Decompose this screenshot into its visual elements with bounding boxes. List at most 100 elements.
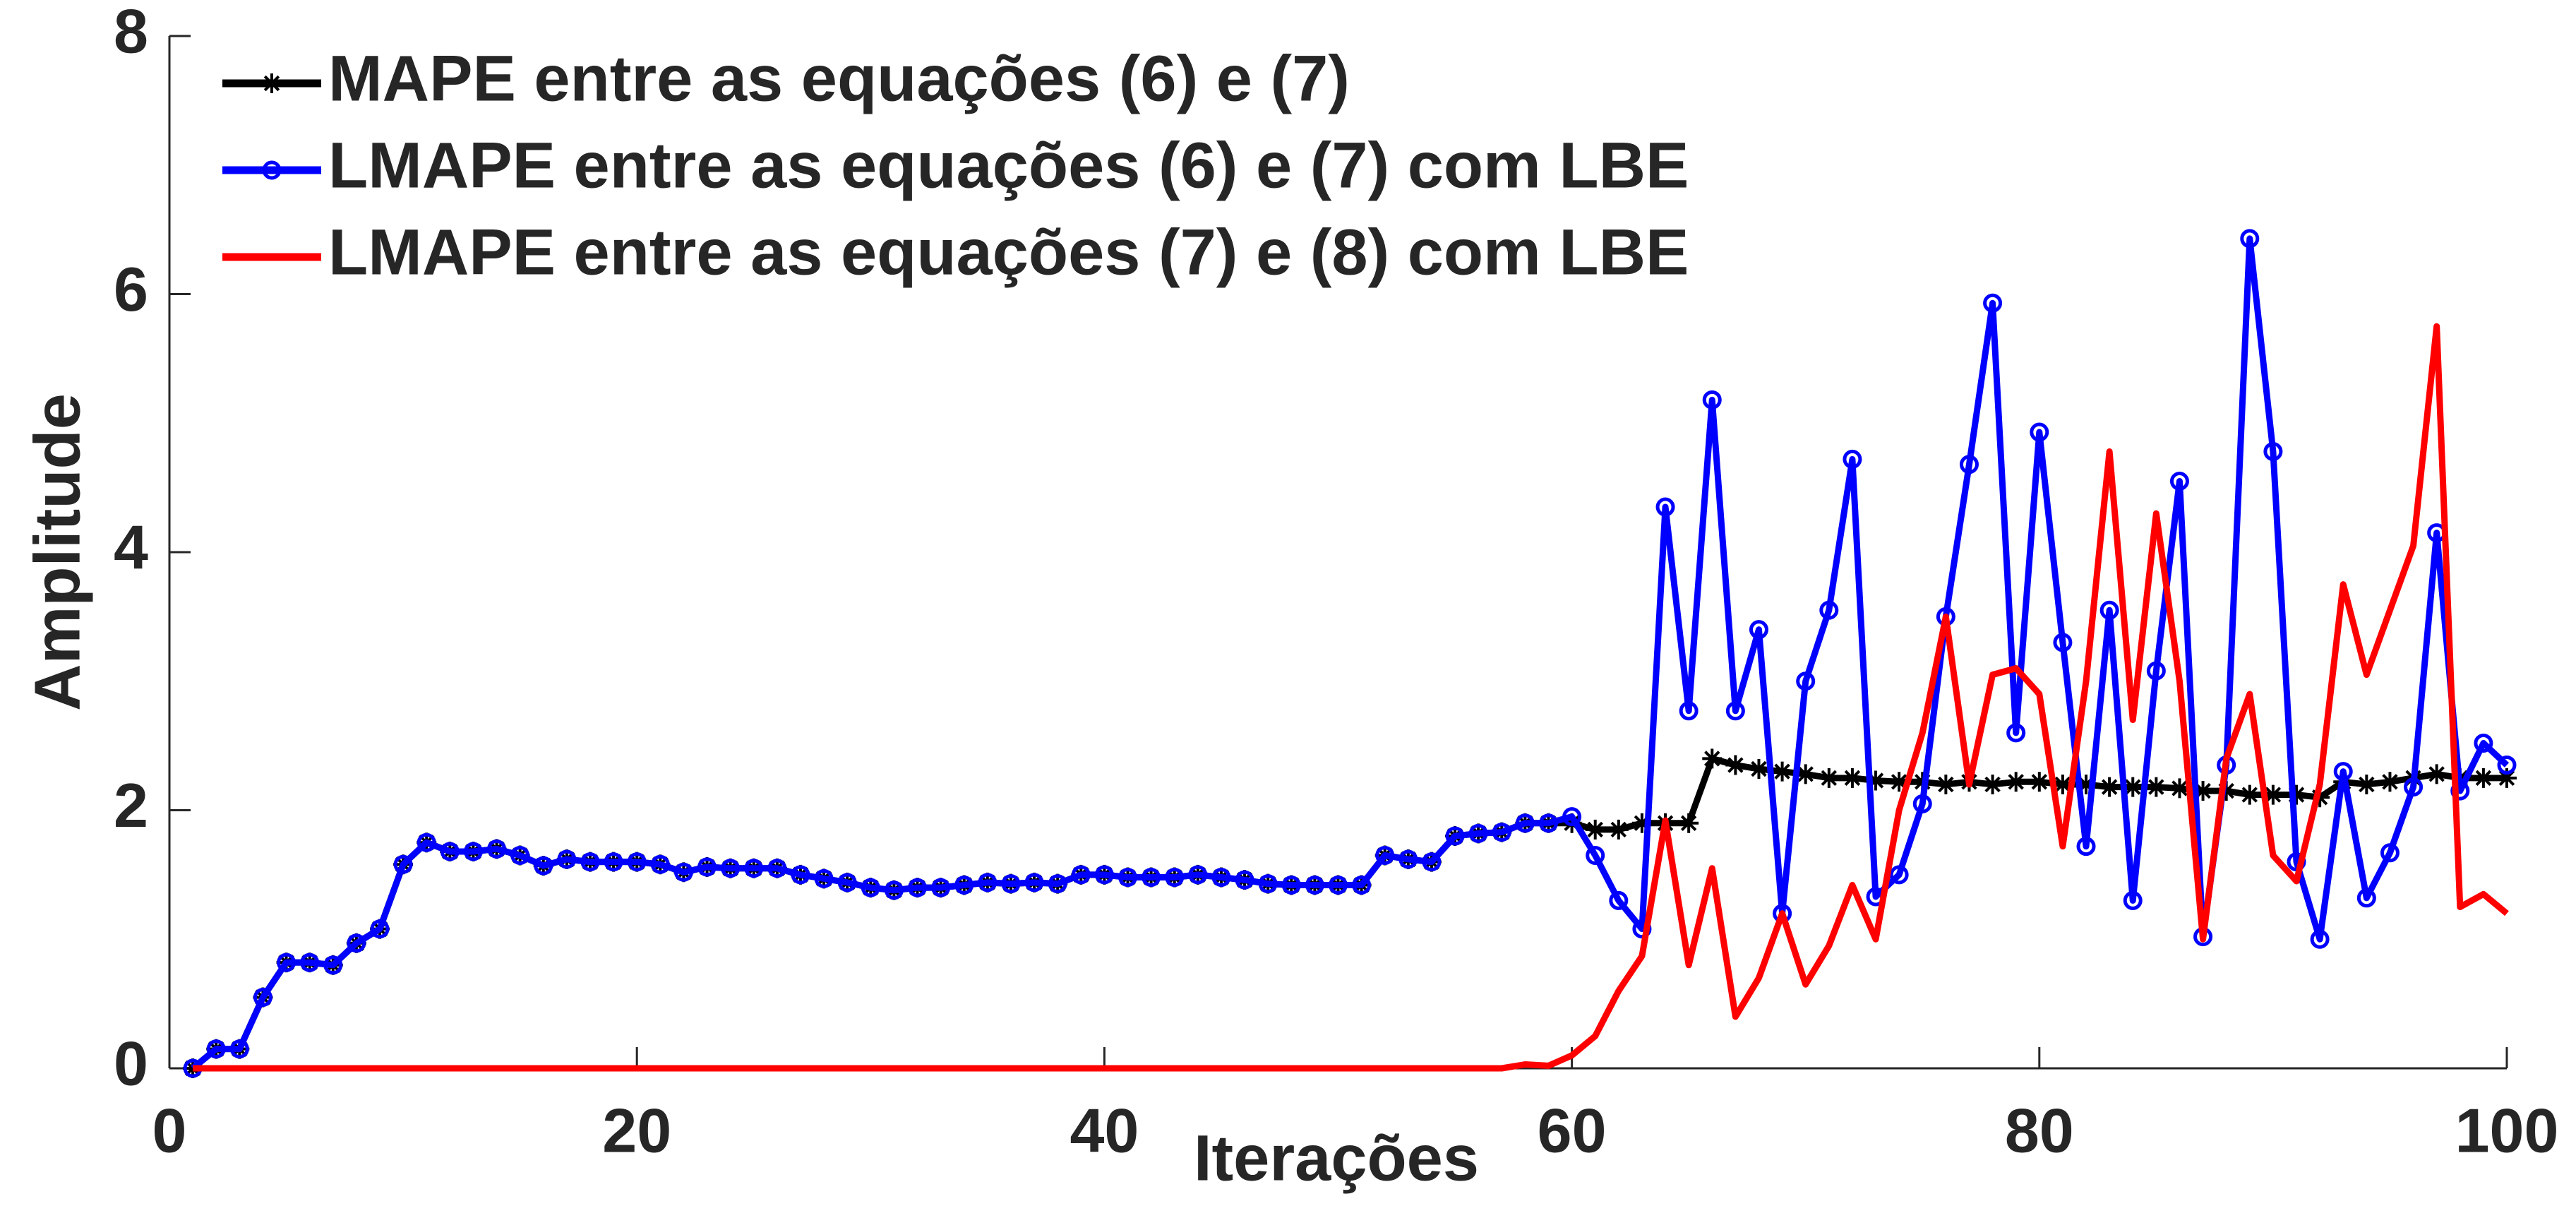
marker — [1585, 819, 1605, 840]
x-tick-label: 40 — [1070, 1095, 1139, 1165]
marker — [1235, 870, 1254, 890]
x-tick-label: 100 — [2455, 1095, 2559, 1165]
marker — [2263, 441, 2283, 461]
marker — [2006, 772, 2026, 792]
marker — [580, 852, 600, 872]
marker — [2310, 929, 2330, 949]
marker — [721, 859, 741, 878]
marker — [229, 1039, 249, 1059]
y-tick-label: 0 — [114, 1028, 148, 1098]
marker — [1725, 755, 1746, 775]
marker — [253, 987, 272, 1007]
marker — [370, 919, 390, 939]
marker — [1936, 774, 1956, 794]
marker — [1609, 890, 1629, 910]
marker — [814, 868, 834, 888]
marker — [1586, 845, 1605, 865]
x-tick-label: 80 — [2005, 1095, 2074, 1165]
marker — [1631, 813, 1652, 833]
marker — [323, 955, 343, 975]
marker — [1772, 761, 1792, 782]
marker — [1258, 874, 1278, 894]
marker — [1749, 620, 1768, 640]
marker — [1983, 293, 2003, 313]
marker — [2169, 778, 2190, 799]
marker — [206, 1039, 226, 1059]
marker — [1749, 759, 1769, 780]
marker — [534, 856, 553, 876]
marker — [1819, 768, 1839, 788]
series-line — [191, 755, 2507, 1071]
marker — [2474, 733, 2493, 753]
marker — [2099, 777, 2120, 797]
marker — [1608, 819, 1629, 840]
marker — [1679, 701, 1699, 721]
marker — [393, 854, 413, 874]
marker — [1329, 875, 1348, 895]
marker — [2263, 784, 2283, 805]
marker — [1165, 868, 1185, 888]
marker — [2497, 756, 2517, 775]
marker — [2497, 768, 2517, 788]
marker — [1211, 868, 1231, 888]
x-tick-label: 20 — [602, 1095, 671, 1165]
marker — [1795, 764, 1816, 784]
marker — [1375, 845, 1395, 865]
marker — [2123, 777, 2143, 797]
marker — [1188, 865, 1208, 885]
legend-label: MAPE entre as equações (6) e (7) — [328, 42, 1350, 114]
marker — [1959, 455, 1979, 474]
marker — [1468, 823, 1488, 843]
marker — [2076, 837, 2096, 856]
marker — [1492, 823, 1511, 842]
marker — [1702, 390, 1722, 410]
marker — [931, 878, 951, 897]
marker — [1866, 770, 1886, 791]
x-tick-label: 60 — [1538, 1095, 1607, 1165]
marker — [2169, 471, 2189, 491]
marker — [1094, 865, 1114, 885]
marker — [1281, 875, 1301, 895]
marker — [1912, 794, 1932, 813]
marker — [2146, 777, 2167, 797]
marker — [2216, 781, 2236, 801]
marker — [1889, 865, 1909, 885]
marker — [2053, 633, 2073, 652]
marker — [954, 875, 974, 895]
marker — [2076, 774, 2097, 794]
legend-label: LMAPE entre as equações (6) e (7) com LB… — [328, 129, 1689, 201]
marker — [2473, 768, 2493, 788]
marker — [417, 832, 436, 852]
marker — [1679, 813, 1699, 833]
marker — [650, 854, 670, 874]
marker — [1001, 874, 1021, 894]
marker — [837, 873, 857, 892]
marker — [2052, 774, 2073, 794]
marker — [300, 953, 320, 972]
marker — [2356, 774, 2377, 794]
marker — [262, 160, 282, 180]
marker — [463, 842, 483, 861]
series-line — [191, 235, 2510, 1071]
marker — [2029, 772, 2049, 792]
marker — [277, 953, 296, 972]
marker — [1071, 865, 1091, 885]
marker — [1819, 600, 1839, 620]
marker — [2239, 784, 2260, 805]
y-axis-label: Amplitude — [21, 393, 93, 711]
y-tick-label: 2 — [114, 770, 148, 840]
marker — [2404, 777, 2424, 797]
marker — [2146, 661, 2166, 681]
marker — [1842, 768, 1862, 788]
marker — [2099, 600, 2119, 620]
marker — [744, 859, 764, 878]
marker — [1655, 497, 1675, 517]
marker — [2380, 772, 2400, 792]
marker — [1843, 449, 1862, 469]
legend: MAPE entre as equações (6) e (7) LMAPE en… — [222, 42, 1689, 288]
marker — [2287, 784, 2307, 805]
marker — [1445, 826, 1465, 846]
legend-label: LMAPE entre as equações (7) e (8) com LB… — [328, 216, 1689, 288]
marker — [1982, 774, 2003, 794]
